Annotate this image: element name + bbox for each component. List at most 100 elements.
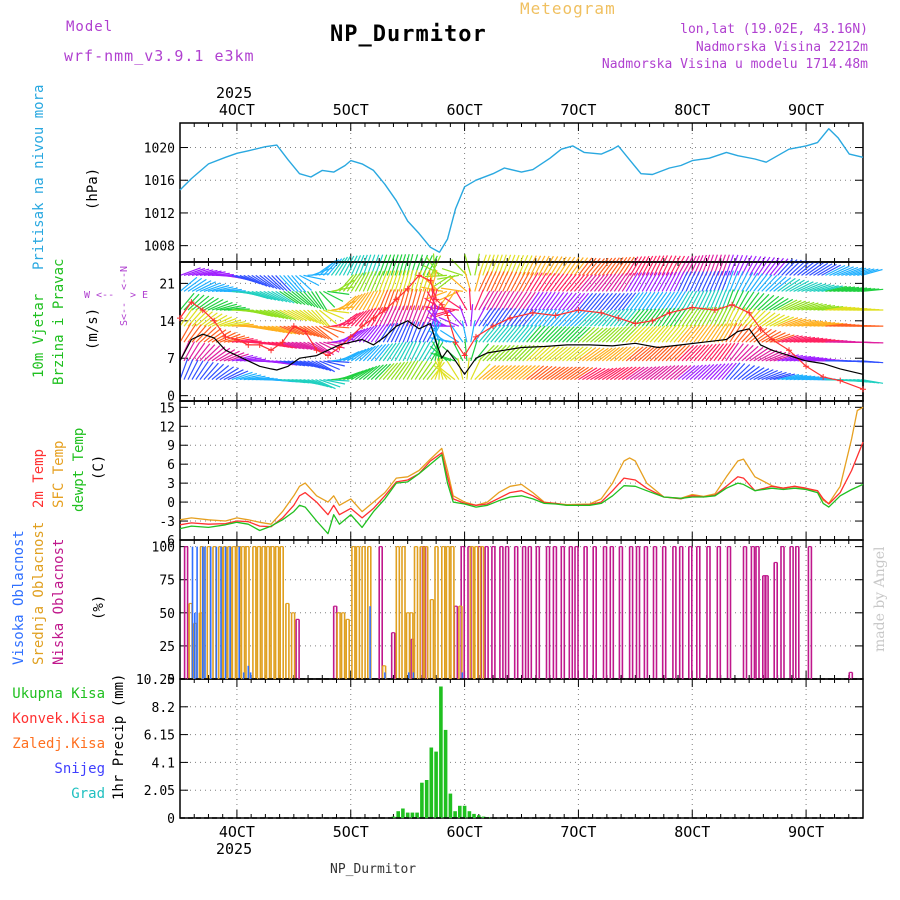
x-tick-label-top: 7OCT bbox=[560, 101, 596, 119]
wind-barb bbox=[227, 308, 250, 311]
wind-barb bbox=[733, 344, 749, 362]
wind-barb bbox=[263, 309, 285, 319]
panel-frame bbox=[179, 261, 864, 402]
gust-marker bbox=[199, 307, 206, 314]
wind-barb bbox=[526, 345, 543, 362]
wind-barb bbox=[390, 305, 401, 327]
wind-barb bbox=[251, 290, 273, 301]
model-name: wrf-nmm_v3.9.1 e3km bbox=[64, 47, 255, 65]
wind-barb bbox=[721, 254, 730, 276]
wind-barb bbox=[362, 364, 381, 381]
panel-frame bbox=[179, 122, 864, 263]
wind-barb bbox=[797, 302, 819, 311]
wind-barb bbox=[378, 343, 394, 362]
gust-marker bbox=[729, 301, 736, 308]
wind-barb bbox=[346, 293, 363, 311]
wind-barb bbox=[207, 314, 228, 327]
wind-barb bbox=[741, 272, 754, 292]
wind-barb bbox=[215, 317, 237, 327]
wind-barb bbox=[347, 369, 368, 381]
wind-barb bbox=[665, 255, 677, 276]
wind-barb bbox=[657, 365, 676, 381]
wind-barb bbox=[625, 292, 640, 311]
wind-barb bbox=[211, 286, 234, 292]
wind-barb bbox=[713, 306, 725, 327]
wind-barb bbox=[590, 347, 609, 362]
wind-barb bbox=[370, 290, 382, 311]
wind-barb bbox=[617, 346, 636, 362]
wind-barb bbox=[263, 325, 285, 334]
wind-barb bbox=[327, 309, 350, 314]
wind-barb bbox=[362, 271, 374, 292]
wind-barb bbox=[821, 285, 843, 292]
wind-barb bbox=[617, 366, 637, 381]
wind-barb bbox=[486, 271, 497, 292]
wind-barb bbox=[429, 309, 452, 317]
wind-barb bbox=[609, 326, 627, 343]
wind-barb bbox=[573, 274, 590, 292]
wind-barb bbox=[677, 290, 690, 311]
gust-marker bbox=[632, 320, 639, 327]
wind-barb bbox=[366, 271, 377, 292]
wind-barb bbox=[773, 277, 792, 292]
wind-barb bbox=[271, 309, 292, 321]
wind-barb bbox=[785, 335, 807, 343]
wind-barb bbox=[275, 341, 297, 349]
wind-barb bbox=[841, 287, 864, 292]
wind-barb bbox=[705, 323, 719, 343]
wind-barb bbox=[665, 324, 681, 343]
wind-barb bbox=[279, 274, 296, 292]
wind-barb bbox=[601, 367, 622, 381]
wind-barb bbox=[243, 274, 264, 286]
temp-2m-label: 2m Temp bbox=[31, 449, 47, 508]
y-tick-label: 14 bbox=[159, 315, 175, 330]
wind-barb bbox=[430, 255, 442, 276]
wind-barb bbox=[761, 295, 780, 311]
wind-barb bbox=[717, 289, 727, 311]
wind-barb bbox=[673, 291, 687, 311]
year-bottom: 2025 bbox=[216, 840, 253, 858]
wind-barb bbox=[542, 255, 554, 276]
wind-barb bbox=[629, 272, 643, 292]
wind-barb bbox=[299, 290, 316, 308]
wind-barb bbox=[601, 346, 621, 362]
wind-barb bbox=[765, 314, 785, 327]
wind-barb bbox=[386, 254, 396, 276]
wind-barb bbox=[558, 346, 576, 362]
wind-barb bbox=[649, 345, 667, 362]
wind-barb bbox=[669, 344, 687, 362]
wind-barb bbox=[554, 366, 573, 381]
wind-barb bbox=[721, 289, 731, 311]
wind-barb bbox=[370, 363, 388, 381]
wind-barb bbox=[441, 268, 464, 276]
wind-barb bbox=[613, 346, 632, 362]
precip-total-bar bbox=[453, 811, 457, 818]
wind-barb bbox=[423, 264, 444, 276]
wind-barb bbox=[745, 272, 759, 292]
wind-barb bbox=[669, 291, 683, 311]
wind-barb bbox=[601, 309, 618, 327]
wind-barb bbox=[681, 324, 697, 343]
wind-barb bbox=[793, 319, 815, 327]
wind-barb bbox=[323, 290, 344, 302]
wind-barb bbox=[343, 312, 361, 327]
wind-barb bbox=[601, 257, 617, 276]
wind-barb bbox=[721, 270, 731, 292]
wind-barb bbox=[446, 360, 460, 380]
wind-barb bbox=[597, 273, 613, 292]
wind-barb bbox=[661, 271, 674, 292]
wind-barb bbox=[745, 367, 765, 381]
gust-marker bbox=[837, 377, 844, 384]
wind-barb bbox=[817, 285, 839, 292]
wind-barb bbox=[542, 308, 558, 327]
precip-total-bar bbox=[467, 811, 472, 818]
wind-barb bbox=[817, 305, 840, 311]
wind-barb bbox=[665, 271, 678, 292]
wind-barb bbox=[637, 291, 652, 311]
wind-barb bbox=[641, 255, 654, 276]
wind-barb bbox=[665, 344, 683, 362]
compass-west: W <-- bbox=[84, 290, 114, 301]
wind-barb bbox=[645, 365, 664, 381]
wind-barb bbox=[861, 288, 884, 292]
wind-barb bbox=[323, 309, 344, 320]
